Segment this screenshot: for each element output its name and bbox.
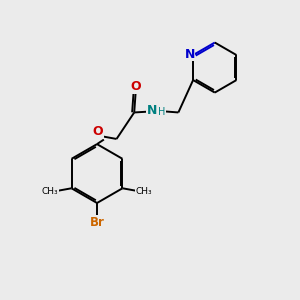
Text: CH₃: CH₃ (135, 187, 152, 196)
Text: H: H (158, 107, 165, 117)
Text: O: O (130, 80, 141, 93)
Text: Br: Br (90, 216, 104, 229)
Text: CH₃: CH₃ (42, 187, 58, 196)
Text: N: N (147, 104, 157, 118)
Text: O: O (93, 125, 103, 138)
Text: N: N (184, 48, 195, 61)
